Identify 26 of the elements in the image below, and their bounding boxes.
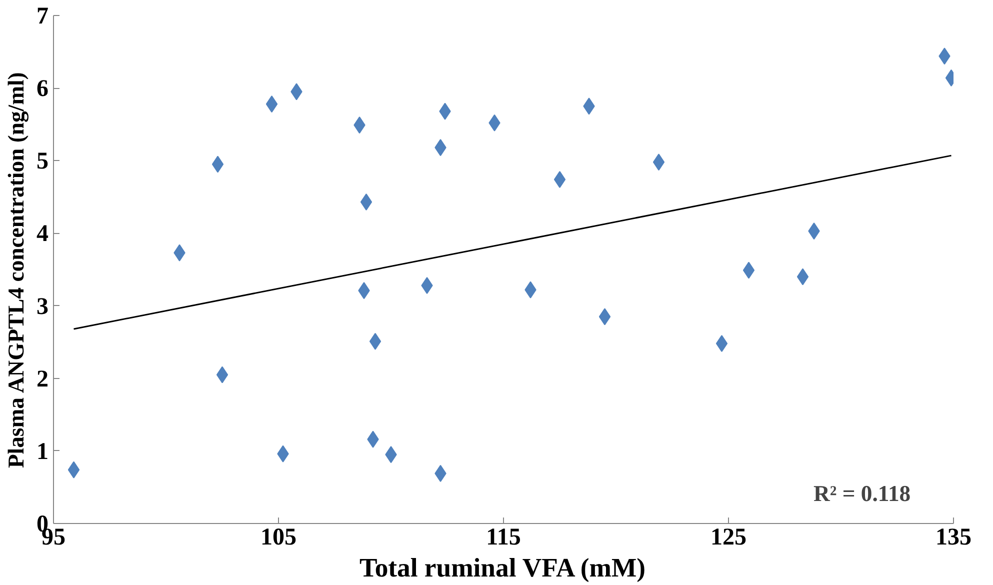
point xyxy=(716,335,728,352)
point xyxy=(360,194,372,211)
x-tick-label: 105 xyxy=(260,524,296,550)
point xyxy=(652,154,665,171)
x-axis-title: Total ruminal VFA (mM) xyxy=(359,552,646,582)
point xyxy=(212,156,224,173)
y-tick-label: 7 xyxy=(36,4,48,30)
point xyxy=(216,366,228,384)
point xyxy=(369,332,382,350)
point xyxy=(742,262,755,279)
x-tick-label: 115 xyxy=(486,524,521,550)
point xyxy=(598,308,611,326)
point xyxy=(554,171,566,188)
y-tick-label: 5 xyxy=(36,148,48,175)
y-tick-label: 1 xyxy=(36,438,48,465)
point xyxy=(266,96,278,113)
x-tick-label: 135 xyxy=(936,524,972,550)
annotation: R² = 0.118 xyxy=(814,481,911,506)
point xyxy=(68,461,80,478)
y-axis-title: Plasma ANGPTL4 concentration (ng/ml) xyxy=(4,72,28,468)
point xyxy=(796,268,809,286)
y-tick-label: 6 xyxy=(36,76,48,102)
y-tick-label: 4 xyxy=(36,221,48,248)
x-tick-label: 125 xyxy=(710,524,746,550)
y-tick-label: 2 xyxy=(36,366,48,392)
y-tick-label: 3 xyxy=(36,294,48,320)
